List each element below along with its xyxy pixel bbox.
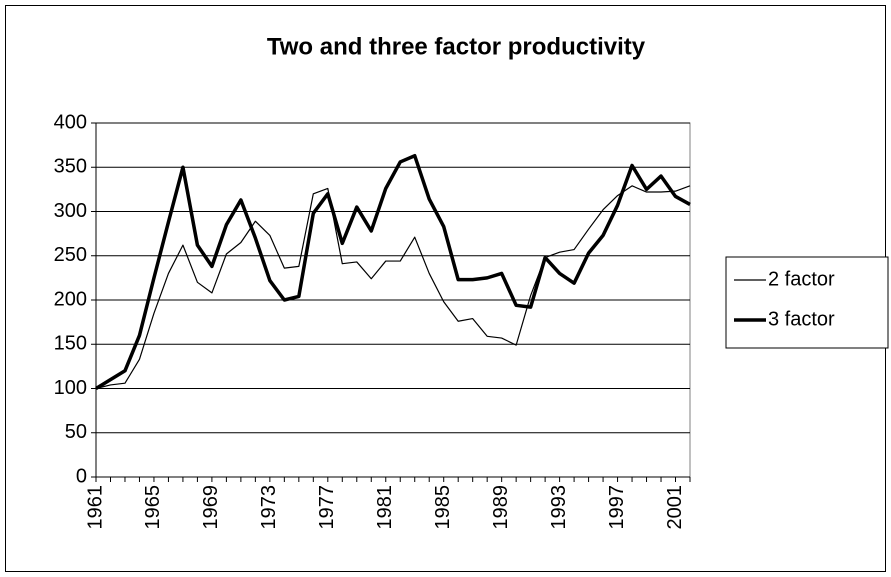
x-tick-label: 1981: [374, 485, 396, 530]
x-tick-label: 1961: [84, 485, 106, 530]
y-tick-label: 200: [54, 288, 87, 310]
y-tick-label: 400: [54, 111, 87, 133]
y-tick-label: 300: [54, 200, 87, 222]
series-line: [95, 185, 691, 390]
legend-box: [725, 256, 889, 349]
y-tick-label: 350: [54, 156, 87, 178]
series-line: [95, 153, 691, 390]
x-tick-label: 1985: [432, 485, 454, 530]
x-tick-label: 1997: [606, 485, 628, 530]
y-tick-label: 100: [54, 377, 87, 399]
y-tick-label: 150: [54, 333, 87, 355]
chart-title: Two and three factor productivity: [267, 33, 646, 60]
y-tick-label: 50: [65, 421, 87, 443]
y-tick-label: 250: [54, 244, 87, 266]
x-tick-label: 1969: [200, 485, 222, 530]
x-tick-label: 2001: [664, 485, 686, 530]
legend-label: 2 factor: [768, 268, 835, 290]
x-tick-label: 1989: [490, 485, 512, 529]
x-tick-label: 1993: [548, 485, 570, 530]
x-tick-label: 1965: [142, 485, 164, 530]
x-tick-label: 1973: [258, 485, 280, 530]
y-tick-label: 0: [76, 465, 87, 487]
legend-label: 3 factor: [768, 308, 835, 330]
x-tick-label: 1977: [316, 485, 338, 530]
